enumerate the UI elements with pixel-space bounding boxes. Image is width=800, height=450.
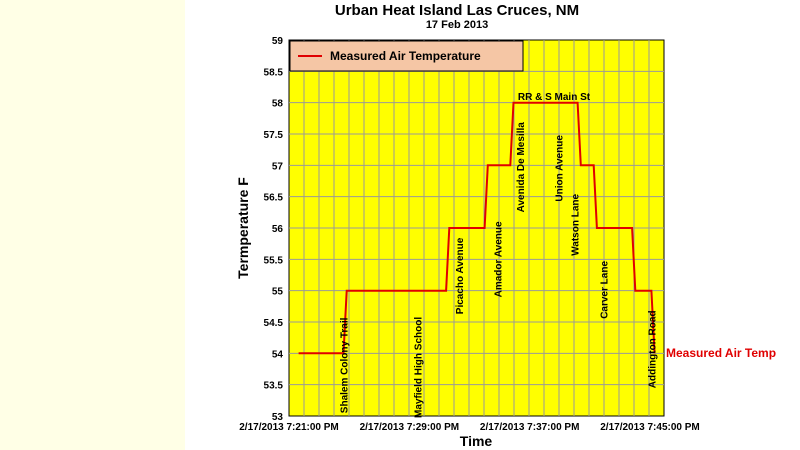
series-line-measured-air-temperature	[298, 101, 656, 355]
y-tick-label: 57	[272, 161, 284, 172]
x-tick-label: 2/17/2013 7:29:00 PM	[360, 422, 460, 433]
annotation-label: Addington Road	[647, 310, 658, 388]
y-tick-label: 58	[272, 99, 284, 110]
x-tick-label: 2/17/2013 7:21:00 PM	[239, 422, 339, 433]
y-tick-label: 54	[272, 349, 284, 360]
x-tick-labels: 2/17/2013 7:21:00 PM 2/17/2013 7:29:00 PM…	[239, 422, 700, 433]
annotation-label: Shalem Colony Trail	[340, 317, 351, 413]
annotation-layer: Shalem Colony Trail Mayfield High School P…	[340, 92, 659, 418]
y-axis-label: Termperature F	[235, 177, 251, 279]
legend-entry: Measured Air Temperature	[330, 49, 481, 63]
y-tick-label: 54.5	[264, 318, 284, 329]
x-tick-label: 2/17/2013 7:37:00 PM	[480, 422, 580, 433]
x-axis-label: Time	[460, 433, 493, 449]
chart-title: Urban Heat Island Las Cruces, NM	[335, 2, 579, 19]
y-tick-label: 56.5	[264, 193, 284, 204]
left-panel	[0, 0, 185, 450]
annotation-label: Picacho Avenue	[455, 237, 466, 314]
annotation-label: Watson Lane	[570, 194, 581, 256]
annotation-label: Carver Lane	[599, 261, 610, 319]
annotation-label: Avenida De Mesilla	[516, 122, 527, 213]
chart-subtitle: 17 Feb 2013	[426, 19, 488, 31]
y-tick-label: 55.5	[264, 255, 284, 266]
legend-box	[289, 40, 524, 72]
annotation-label: Mayfield High School	[413, 317, 424, 418]
y-tick-label: 59	[272, 36, 284, 47]
y-tick-label: 56	[272, 224, 284, 235]
y-tick-labels: 53 53.5 54 54.5 55 55.5 56 56.5 57 57.5 58 58.5 59	[264, 36, 284, 423]
legend: Measured Air Temperature	[289, 40, 524, 72]
annotation-label: Union Avenue	[554, 135, 565, 202]
y-tick-label: 57.5	[264, 130, 284, 141]
series-end-label: Measured Air Temp	[666, 346, 776, 360]
annotation-label: RR & S Main St	[518, 92, 591, 103]
y-tick-label: 53.5	[264, 381, 284, 392]
annotation-label: Amador Avenue	[493, 221, 504, 297]
y-tick-label: 58.5	[264, 67, 284, 78]
x-tick-label: 2/17/2013 7:45:00 PM	[600, 422, 700, 433]
series-layer	[298, 101, 656, 355]
y-tick-label: 55	[272, 287, 284, 298]
y-tick-label: 53	[272, 412, 284, 423]
